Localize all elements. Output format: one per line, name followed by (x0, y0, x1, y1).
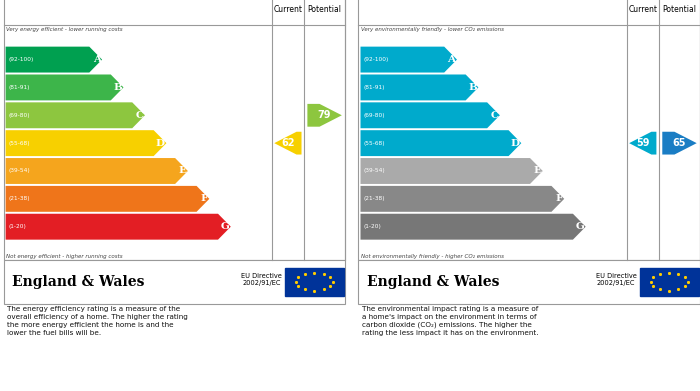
Text: (92-100): (92-100) (363, 57, 389, 62)
Text: Not energy efficient - higher running costs: Not energy efficient - higher running co… (6, 254, 123, 259)
Text: (92-100): (92-100) (8, 57, 34, 62)
Text: (39-54): (39-54) (8, 169, 30, 174)
Text: Potential: Potential (662, 5, 696, 14)
Text: 65: 65 (673, 138, 686, 148)
Text: Very environmentally friendly - lower CO₂ emissions: Very environmentally friendly - lower CO… (361, 27, 504, 32)
Polygon shape (360, 75, 478, 100)
Text: England & Wales: England & Wales (367, 275, 499, 289)
Text: (69-80): (69-80) (363, 113, 385, 118)
Text: A: A (92, 55, 101, 64)
Text: (81-91): (81-91) (363, 85, 385, 90)
Text: (81-91): (81-91) (8, 85, 30, 90)
Bar (285, 268, 344, 296)
Text: Not environmentally friendly - higher CO₂ emissions: Not environmentally friendly - higher CO… (361, 254, 504, 259)
Text: B: B (468, 83, 477, 92)
Polygon shape (662, 132, 696, 154)
Polygon shape (360, 102, 500, 128)
Text: F: F (556, 194, 563, 203)
Text: Current: Current (629, 5, 657, 14)
Polygon shape (6, 75, 123, 100)
Polygon shape (6, 158, 188, 184)
Polygon shape (307, 104, 342, 127)
Polygon shape (6, 186, 209, 212)
Text: The environmental impact rating is a measure of
a home's impact on the environme: The environmental impact rating is a mea… (362, 305, 538, 336)
Polygon shape (6, 47, 102, 73)
Polygon shape (6, 214, 231, 240)
Text: (55-68): (55-68) (363, 141, 385, 145)
Text: D: D (511, 139, 520, 148)
Text: (39-54): (39-54) (363, 169, 385, 174)
Text: B: B (113, 83, 122, 92)
Text: (1-20): (1-20) (8, 224, 27, 229)
Polygon shape (360, 214, 586, 240)
Text: England & Wales: England & Wales (12, 275, 144, 289)
Polygon shape (274, 132, 302, 154)
Polygon shape (360, 47, 457, 73)
Text: G: G (575, 222, 584, 231)
Polygon shape (6, 130, 167, 156)
Polygon shape (360, 186, 564, 212)
Bar (4, 0, 345, 260)
Text: EU Directive
2002/91/EC: EU Directive 2002/91/EC (596, 273, 637, 286)
Polygon shape (360, 130, 522, 156)
Bar (358, 0, 700, 260)
Text: G: G (220, 222, 230, 231)
Text: (1-20): (1-20) (363, 224, 382, 229)
Text: (69-80): (69-80) (8, 113, 30, 118)
Text: D: D (156, 139, 165, 148)
Text: The energy efficiency rating is a measure of the
overall efficiency of a home. T: The energy efficiency rating is a measur… (7, 305, 188, 335)
Text: E: E (178, 167, 186, 176)
Text: E: E (533, 167, 541, 176)
Bar (4, 260, 345, 303)
Text: F: F (201, 194, 208, 203)
Text: Current: Current (274, 5, 302, 14)
Text: (21-38): (21-38) (363, 196, 385, 201)
Text: 62: 62 (281, 138, 295, 148)
Bar (640, 268, 699, 296)
Text: Very energy efficient - lower running costs: Very energy efficient - lower running co… (6, 27, 123, 32)
Text: 59: 59 (636, 138, 650, 148)
Polygon shape (629, 132, 657, 154)
Bar (358, 260, 700, 303)
Text: C: C (490, 111, 498, 120)
Text: (21-38): (21-38) (8, 196, 30, 201)
Polygon shape (360, 158, 542, 184)
Text: EU Directive
2002/91/EC: EU Directive 2002/91/EC (241, 273, 282, 286)
Text: (55-68): (55-68) (8, 141, 30, 145)
Text: Potential: Potential (307, 5, 342, 14)
Polygon shape (6, 102, 145, 128)
Text: A: A (447, 55, 456, 64)
Text: C: C (135, 111, 143, 120)
Text: 79: 79 (318, 110, 331, 120)
